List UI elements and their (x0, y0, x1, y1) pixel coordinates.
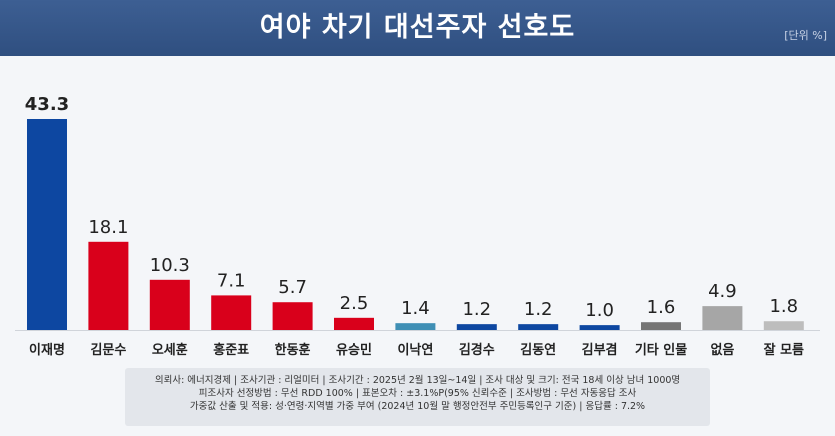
value-label-9: 1.0 (585, 300, 614, 321)
category-label-5: 유승민 (336, 342, 372, 358)
bar-9 (579, 325, 620, 330)
category-label-4: 한동훈 (275, 342, 311, 358)
bar-1 (88, 241, 129, 330)
title-bar: 여야 차기 대선주자 선호도 [단위 %] (0, 0, 835, 56)
category-label-12: 잘 모름 (764, 343, 804, 358)
page-title: 여야 차기 대선주자 선호도 (259, 12, 576, 43)
bar-chart-svg: 43.3 이재명 18.1 김문수 10.3 오세훈 7.1 홍준표 5.7 한동훈 2.5 유승민 1… (15, 94, 820, 358)
category-label-3: 홍준표 (213, 342, 249, 358)
bar-8 (518, 324, 559, 330)
value-label-2: 10.3 (150, 255, 190, 276)
category-label-9: 김부겸 (582, 343, 618, 358)
bar-0 (27, 119, 67, 330)
bar-7 (456, 324, 497, 330)
unit-label: [단위 %] (784, 29, 827, 42)
value-label-4: 5.7 (278, 277, 307, 298)
survey-info-box: 의뢰사: 에너지경제 | 조사기관 : 리얼미터 | 조사기간 : 2025년 … (125, 368, 710, 426)
bar-6 (395, 323, 436, 330)
category-label-8: 김동연 (520, 343, 556, 358)
category-label-6: 이낙연 (397, 342, 433, 358)
value-label-3: 7.1 (217, 270, 246, 291)
category-label-10: 기타 인물 (635, 342, 687, 358)
value-label-12: 1.8 (769, 296, 798, 317)
category-label-11: 없음 (710, 342, 734, 358)
bar-11 (702, 306, 743, 330)
bar-12 (763, 321, 804, 330)
bar-chart: 43.3 이재명 18.1 김문수 10.3 오세훈 7.1 홍준표 5.7 한동훈 2.5 유승민 1… (0, 56, 835, 366)
value-label-7: 1.2 (462, 299, 491, 320)
value-label-6: 1.4 (401, 298, 430, 319)
bar-3 (211, 295, 252, 330)
category-label-2: 오세훈 (152, 342, 188, 358)
bar-10 (641, 322, 681, 330)
survey-info-line-2: 피조사자 선정방법 : 무선 RDD 100% | 표본오차 : ±3.1%P(… (198, 388, 637, 399)
value-label-11: 4.9 (708, 281, 737, 302)
value-label-1: 18.1 (88, 217, 128, 238)
category-label-1: 김문수 (90, 343, 126, 358)
value-label-0: 43.3 (25, 94, 69, 115)
value-label-5: 2.5 (340, 293, 369, 314)
category-label-0: 이재명 (29, 342, 65, 358)
value-label-10: 1.6 (647, 297, 676, 318)
bar-2 (149, 279, 190, 330)
bar-5 (334, 317, 374, 330)
category-label-7: 김경수 (459, 342, 495, 358)
survey-info-line-1: 의뢰사: 에너지경제 | 조사기관 : 리얼미터 | 조사기간 : 2025년 … (154, 375, 681, 386)
value-label-8: 1.2 (524, 299, 553, 320)
bar-4 (272, 302, 313, 330)
survey-info-line-3: 가중값 산출 및 적용: 성·연령·지역별 가중 부여 (2024년 10월 말… (189, 401, 646, 412)
